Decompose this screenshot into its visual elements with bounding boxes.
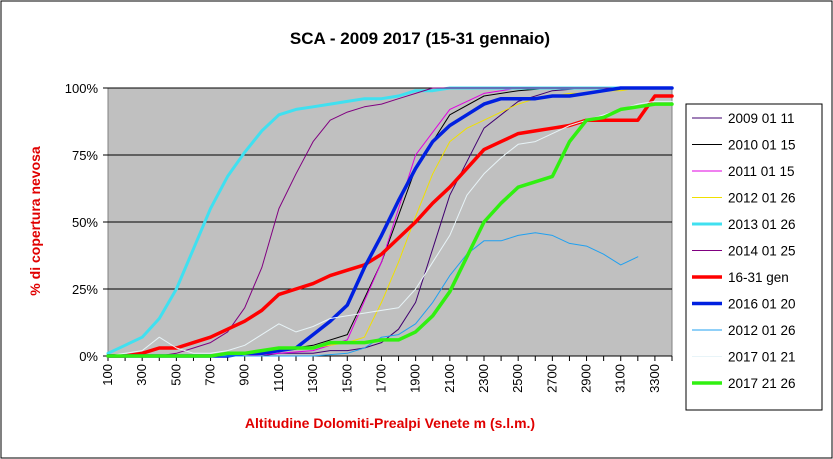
- chart-title: SCA - 2009 2017 (15-31 gennaio): [290, 29, 550, 48]
- y-tick-label: 25%: [72, 282, 98, 297]
- legend-label: 16-31 gen: [728, 270, 789, 285]
- x-tick-label: 2100: [442, 364, 457, 393]
- legend-label: 2013 01 26: [728, 217, 796, 232]
- x-tick-label: 3100: [613, 364, 628, 393]
- x-axis-label: Altitudine Dolomiti-Prealpi Venete m (s.…: [245, 415, 535, 431]
- x-tick-label: 2900: [579, 364, 594, 393]
- y-axis-ticks: 0% 25% 50% 75% 100%: [65, 81, 108, 364]
- x-tick-label: 1700: [373, 364, 388, 393]
- y-tick-label: 0%: [79, 349, 98, 364]
- legend-label: 2014 01 25: [728, 244, 796, 259]
- legend-label: 2017 21 26: [728, 376, 796, 391]
- x-tick-label: 1300: [305, 364, 320, 393]
- series-line: [107, 232, 639, 357]
- x-tick-label: 900: [237, 364, 252, 386]
- series-line: [107, 87, 673, 357]
- x-tick-label: 2300: [476, 364, 491, 393]
- legend-label: 2016 01 20: [728, 297, 796, 312]
- series-line: [107, 100, 673, 357]
- y-tick-label: 75%: [72, 148, 98, 163]
- y-tick-label: 50%: [72, 215, 98, 230]
- legend-label: 2009 01 11: [728, 111, 795, 126]
- x-tick-label: 1900: [408, 364, 423, 393]
- legend-label: 2012 01 26: [728, 323, 796, 338]
- series-lines: [106, 86, 674, 358]
- legend-label: 2010 01 15: [728, 138, 796, 153]
- legend-label: 2011 01 15: [728, 164, 795, 179]
- x-tick-label: 2700: [544, 364, 559, 393]
- legend-label: 2012 01 26: [728, 191, 796, 206]
- y-axis-label: % di copertura nevosa: [27, 146, 43, 296]
- legend: 2009 01 11 2010 01 15 2011 01 15 2012 01 26…: [685, 103, 823, 411]
- x-tick-label: 2500: [510, 364, 525, 393]
- y-tick-label: 100%: [65, 81, 99, 96]
- x-tick-label: 500: [168, 364, 183, 386]
- x-tick-label: 3300: [647, 364, 662, 393]
- x-tick-label: 700: [203, 364, 218, 386]
- x-axis-ticks: 100 300 500 700 900 1100 1300 1500 1700 1900 2100 2…: [100, 355, 673, 393]
- legend-label: 2017 01 21: [728, 350, 796, 365]
- x-tick-label: 100: [100, 364, 115, 386]
- x-tick-label: 1500: [339, 364, 354, 393]
- legend-box: [685, 103, 823, 411]
- series-line: [106, 102, 674, 358]
- x-tick-label: 300: [134, 364, 149, 386]
- x-tick-label: 1100: [271, 364, 286, 392]
